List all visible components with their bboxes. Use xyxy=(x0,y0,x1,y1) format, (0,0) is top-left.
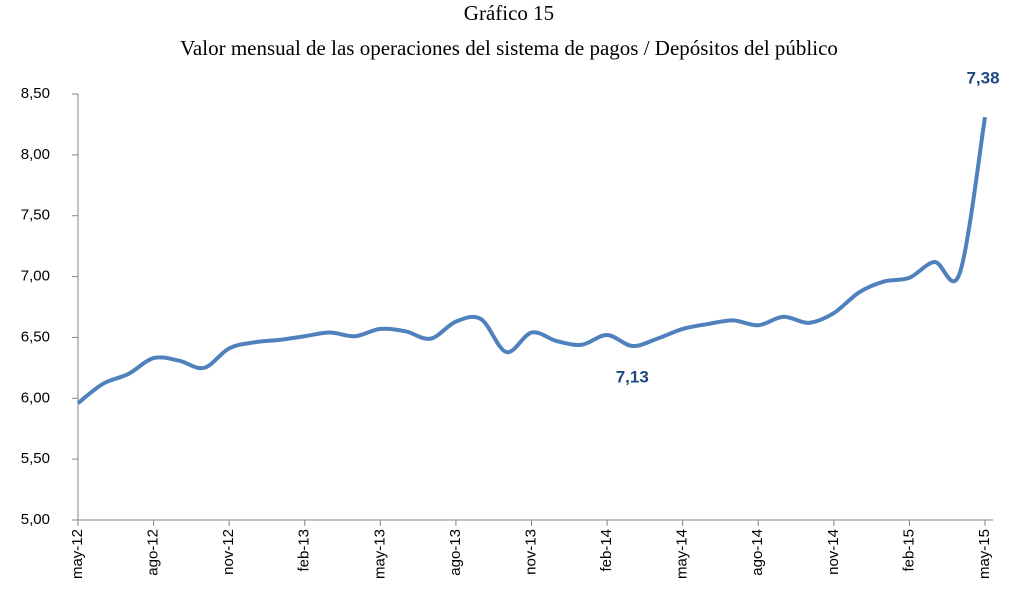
y-tick-label: 8,50 xyxy=(21,85,50,102)
annotation: 7,38 xyxy=(966,69,999,88)
x-tick-label: feb-14 xyxy=(598,529,615,572)
x-tick-label: may-14 xyxy=(674,529,691,579)
chart-title: Gráfico 15 xyxy=(464,1,554,25)
x-tick-label: ago-13 xyxy=(447,529,464,576)
x-tick-label: nov-13 xyxy=(522,529,539,575)
x-tick-label: ago-14 xyxy=(749,529,766,576)
x-tick-label: ago-12 xyxy=(145,529,162,576)
y-tick-label: 6,50 xyxy=(21,328,50,345)
x-tick-label: feb-15 xyxy=(900,529,917,572)
line-series xyxy=(76,116,987,405)
y-tick-label: 8,00 xyxy=(21,146,50,163)
y-tick-label: 5,00 xyxy=(21,511,50,528)
x-tick-label: may-13 xyxy=(371,529,388,579)
x-tick-label: may-15 xyxy=(976,529,993,579)
y-tick-label: 6,00 xyxy=(21,389,50,406)
x-tick-label: may-12 xyxy=(69,529,86,579)
x-tick-label: feb-13 xyxy=(296,529,313,572)
chart-subtitle: Valor mensual de las operaciones del sis… xyxy=(180,36,838,60)
annotation: 7,13 xyxy=(616,367,649,386)
y-tick-label: 5,50 xyxy=(21,450,50,467)
x-tick-label: nov-12 xyxy=(220,529,237,575)
x-tick-label: nov-14 xyxy=(825,529,842,575)
y-tick-label: 7,00 xyxy=(21,268,50,285)
y-tick-label: 7,50 xyxy=(21,207,50,224)
